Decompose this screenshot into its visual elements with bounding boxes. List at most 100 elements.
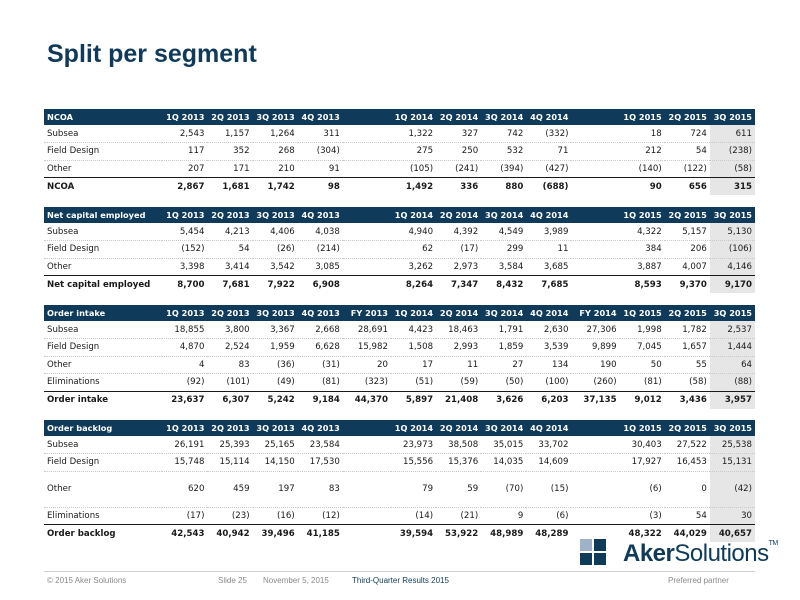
table-cell: 16,453 xyxy=(664,453,710,472)
table-cell xyxy=(571,125,620,143)
table-cell xyxy=(571,258,620,276)
table-cell: 8,432 xyxy=(481,275,527,293)
table-cell: 83 xyxy=(297,471,343,508)
table-cell: 18 xyxy=(619,125,665,143)
table-cell: 4,007 xyxy=(664,258,710,276)
table-cell: 9,370 xyxy=(664,275,710,293)
table-cell: 190 xyxy=(571,356,620,374)
table-cell: 11 xyxy=(436,356,482,374)
table-cell: 15,982 xyxy=(342,338,391,357)
table-cell: (36) xyxy=(252,356,298,374)
logo-trademark: TM xyxy=(768,540,779,547)
table-cell: 25,538 xyxy=(709,436,755,454)
table-cell: 171 xyxy=(207,160,253,178)
row-label: Subsea xyxy=(44,125,163,143)
row-label: Field Design xyxy=(44,240,163,259)
table-cell: (51) xyxy=(390,373,437,392)
table-cell: 5,242 xyxy=(252,390,298,409)
table-cell xyxy=(571,177,620,195)
table-cell: 8,264 xyxy=(390,275,437,293)
logo-word-aker: Aker xyxy=(623,540,675,567)
table-cell xyxy=(571,524,620,542)
column-header: 4Q 2013 xyxy=(301,210,340,220)
column-header: 1Q 2013 xyxy=(166,423,205,433)
table-cell: 23,637 xyxy=(162,390,208,409)
table-cell: (31) xyxy=(297,356,343,374)
table-cell: 48,289 xyxy=(526,524,572,542)
slide-title: Split per segment xyxy=(47,40,257,68)
table-cell: 2,524 xyxy=(207,338,253,357)
table-row: Subsea 2,543 1,157 1,264 311 1,322 327 742 (332)… xyxy=(44,125,755,143)
table-total-row: Net capital employed 8,700 7,681 7,922 6,908… xyxy=(44,275,755,293)
table-cell: 44,029 xyxy=(664,524,710,542)
table-cell xyxy=(571,240,620,259)
table-cell: (15) xyxy=(526,471,572,508)
row-label: Other xyxy=(44,258,163,276)
table-cell: 23,584 xyxy=(297,436,343,454)
table-cell: 15,131 xyxy=(709,453,755,472)
table-row: Eliminations (17) (23) (16) (12) (14) (21) 9 (6)… xyxy=(44,507,755,525)
table-cell xyxy=(342,142,391,161)
table-cell: (304) xyxy=(297,142,343,161)
table-cell xyxy=(571,471,620,508)
table-cell: (81) xyxy=(297,373,343,392)
table-cell xyxy=(342,125,391,143)
column-header: 1Q 2015 xyxy=(623,210,662,220)
column-header: 1Q 2015 xyxy=(623,112,662,122)
table-cell: 5,897 xyxy=(390,390,437,409)
table-cell: 352 xyxy=(207,142,253,161)
table-cell: 9 xyxy=(481,507,527,525)
column-header: 2Q 2013 xyxy=(211,308,250,318)
table-cell: 27,306 xyxy=(571,321,620,339)
column-header: 4Q 2014 xyxy=(530,112,569,122)
column-header: 3Q 2015 xyxy=(713,210,752,220)
table-cell: 54 xyxy=(664,507,710,525)
table-row: Other 3,398 3,414 3,542 3,085 3,262 2,973 3,584… xyxy=(44,258,755,276)
table-cell: 2,543 xyxy=(162,125,208,143)
footer-copyright: © 2015 Aker Solutions xyxy=(47,576,127,585)
table-cell: 48,322 xyxy=(619,524,665,542)
table-cell: 0 xyxy=(664,471,710,508)
row-label: Field Design xyxy=(44,142,163,161)
column-header: 3Q 2013 xyxy=(256,423,295,433)
table-cell: (58) xyxy=(664,373,710,392)
table-cell: 4 xyxy=(162,356,208,374)
table-cell: 2,668 xyxy=(297,321,343,339)
table-cell: (50) xyxy=(481,373,527,392)
table-header-row: Net capital employed 1Q 2013 2Q 2013 3Q 201… xyxy=(44,207,755,223)
column-header: 1Q 2014 xyxy=(394,423,434,433)
table-cell: (6) xyxy=(526,507,572,525)
table-cell: 3,685 xyxy=(526,258,572,276)
table-cell xyxy=(571,436,620,454)
table-cell: 15,748 xyxy=(162,453,208,472)
table-cell: 4,406 xyxy=(252,223,298,241)
table-cell: 28,691 xyxy=(342,321,391,339)
row-label: Subsea xyxy=(44,223,163,241)
column-header: 2Q 2015 xyxy=(668,423,707,433)
table-title-cell: Order intake xyxy=(47,308,106,318)
table-cell: 3,398 xyxy=(162,258,208,276)
table-cell: 3,436 xyxy=(664,390,710,409)
column-header: 1Q 2014 xyxy=(394,112,434,122)
table-cell: 50 xyxy=(619,356,665,374)
table-cell: 21,408 xyxy=(436,390,482,409)
table-cell: 4,423 xyxy=(390,321,437,339)
row-label: NCOA xyxy=(44,177,163,195)
column-header xyxy=(343,420,391,436)
table-cell: 48,989 xyxy=(481,524,527,542)
row-label: Other xyxy=(44,356,163,374)
column-header: 4Q 2014 xyxy=(530,423,569,433)
column-header: 3Q 2014 xyxy=(485,112,524,122)
table-cell: 212 xyxy=(619,142,665,161)
table-cell: 14,150 xyxy=(252,453,298,472)
column-header: 4Q 2013 xyxy=(301,423,340,433)
table-cell: 656 xyxy=(664,177,710,195)
row-label: Other xyxy=(44,471,163,508)
net-capital-employed-table: Net capital employed 1Q 2013 2Q 2013 3Q 201… xyxy=(44,207,755,293)
table-cell: 3,539 xyxy=(526,338,572,357)
column-header: 3Q 2013 xyxy=(256,210,295,220)
logo-wordmark: AkerSolutionsTM xyxy=(623,540,778,568)
column-header: 1Q 2014 xyxy=(394,210,434,220)
table-cell: 40,657 xyxy=(709,524,755,542)
table-cell: (106) xyxy=(709,240,755,259)
